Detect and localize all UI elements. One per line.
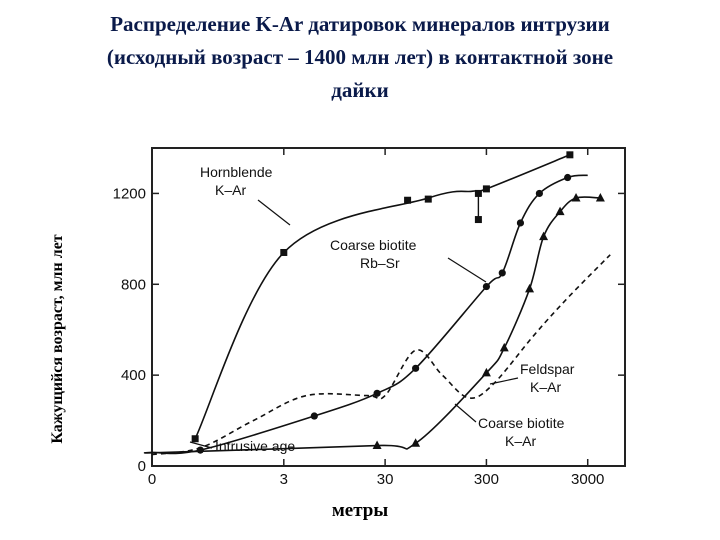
x-tick-label: 30: [377, 471, 394, 488]
data-point-triangle: [499, 342, 509, 352]
annotation-hornblende: Hornblende: [200, 164, 273, 180]
data-point-circle: [535, 189, 543, 198]
y-tick-label: 800: [121, 276, 146, 293]
data-point-triangle: [571, 192, 581, 202]
title-line-3: дайки: [331, 78, 389, 102]
annotation-coarse-biotite-kar-method: K–Ar: [505, 433, 536, 449]
series-line-4: [151, 254, 611, 456]
data-point-circle: [373, 389, 381, 397]
data-point-square: [424, 195, 432, 203]
data-point-square: [474, 216, 482, 224]
data-point-triangle: [372, 440, 382, 450]
data-point-circle: [564, 173, 572, 182]
data-point-triangle: [525, 283, 535, 293]
x-tick-label: 0: [148, 471, 156, 488]
data-point-triangle: [411, 438, 421, 447]
annotation-coarse-biotite-rbsr-method: Rb–Sr: [360, 255, 400, 271]
title-line-2: (исходный возраст – 1400 млн лет) в конт…: [106, 45, 614, 69]
data-point-circle: [516, 219, 525, 227]
annotation-leader: [447, 257, 487, 283]
data-point-square: [482, 185, 490, 193]
annotation-hornblende-method: K–Ar: [215, 182, 246, 198]
data-point-triangle: [539, 231, 549, 241]
x-tick-label: 300: [474, 471, 499, 488]
series-line-2: [151, 174, 588, 455]
annotation-intrusive-age: Intrusive age: [215, 438, 295, 454]
x-axis-label: метры: [331, 500, 389, 521]
y-tick-label: 400: [121, 367, 146, 384]
annotation-coarse-biotite-rbsr: Coarse biotite: [330, 237, 417, 253]
y-tick-label: 1200: [113, 185, 146, 202]
data-point-square: [404, 196, 412, 204]
data-point-square: [566, 151, 574, 159]
data-point-triangle: [555, 206, 565, 216]
annotation-feldspar-method: K–Ar: [530, 379, 561, 395]
data-point-square: [280, 248, 288, 256]
y-tick-label: 0: [138, 458, 146, 475]
data-point-circle: [482, 282, 491, 291]
data-point-triangle: [595, 192, 605, 202]
annotation-leader: [489, 377, 519, 385]
data-point-circle: [498, 269, 506, 277]
data-point-square: [191, 435, 199, 443]
annotation-leader: [257, 199, 291, 226]
plot-frame: [151, 147, 626, 467]
annotation-feldspar: Feldspar: [520, 361, 575, 377]
y-axis-label: Кажущийся возраст, млн лет: [49, 234, 66, 444]
title-line-1: Распределение K-Ar датировок минералов и…: [110, 12, 610, 36]
x-tick-label: 3000: [571, 471, 604, 488]
data-point-circle: [412, 364, 420, 372]
data-point-triangle: [481, 367, 491, 377]
data-point-circle: [310, 412, 318, 420]
x-tick-label: 3: [280, 471, 288, 488]
chart-title: Распределение K-Ar датировок минералов и…: [10, 8, 710, 107]
series-line-1: [194, 154, 571, 440]
annotation-leader: [189, 441, 213, 449]
annotation-leader: [454, 403, 477, 423]
annotation-coarse-biotite-kar: Coarse biotite: [478, 415, 565, 431]
